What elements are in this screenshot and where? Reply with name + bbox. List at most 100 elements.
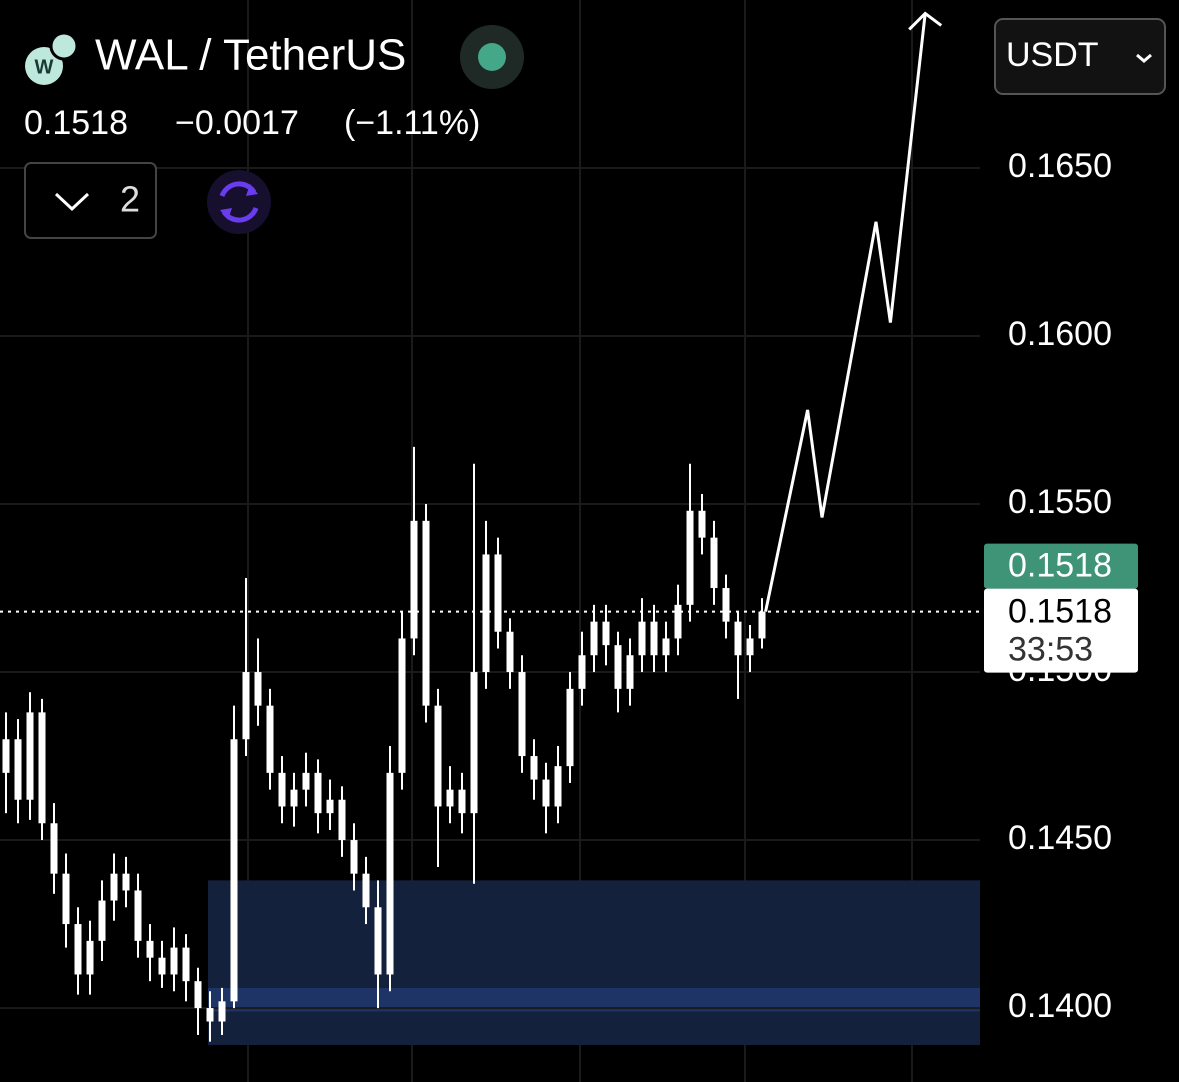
candle-body — [662, 638, 670, 656]
candle-body — [302, 772, 310, 790]
y-tick-label: 0.1450 — [1008, 819, 1112, 857]
candle-body — [122, 873, 130, 891]
candle-body — [110, 873, 118, 901]
candle-body — [734, 621, 742, 656]
price: 0.1518 — [24, 104, 128, 142]
candle-body — [686, 510, 694, 605]
candle-body — [698, 510, 706, 538]
candle-body — [614, 645, 622, 689]
indicators-toggle[interactable] — [24, 162, 157, 239]
y-tick-label: 0.1550 — [1008, 483, 1112, 521]
candle-body — [314, 772, 322, 814]
zones — [208, 880, 980, 1046]
candle-body — [398, 638, 406, 773]
candle-body — [758, 611, 766, 639]
candle-body — [254, 672, 262, 706]
candle-body — [446, 789, 454, 807]
countdown-tag — [984, 588, 1138, 673]
price-tag-label: 0.1518 — [1008, 547, 1112, 585]
candles — [2, 446, 766, 1042]
candle-body — [2, 739, 10, 773]
candle-body — [182, 947, 190, 982]
candle-body — [494, 554, 502, 632]
candle-body — [230, 739, 238, 1002]
candle-body — [710, 537, 718, 589]
change-percent: (−1.11%) — [344, 104, 480, 142]
candle-body — [674, 604, 682, 639]
candle-body — [590, 621, 598, 656]
y-tick-label: 0.1600 — [1008, 315, 1112, 353]
zone — [208, 880, 980, 1046]
exchange-icon — [49, 31, 79, 61]
candle-body — [746, 638, 754, 656]
candle-body — [86, 940, 94, 975]
currency-select[interactable] — [994, 18, 1166, 95]
candle-body — [38, 712, 46, 824]
chevron-icon — [54, 192, 90, 212]
candle-body — [98, 900, 106, 941]
candle-body — [350, 840, 358, 874]
candle-body — [482, 554, 490, 673]
header: W WAL / TetherUS 0.1518 −0.0017 (−1.11%)… — [24, 18, 1166, 239]
candle-body — [242, 672, 250, 740]
candle-body — [434, 705, 442, 807]
y-tick-label: 0.1650 — [1008, 147, 1112, 185]
candle-body — [206, 1008, 214, 1022]
candle-body — [338, 799, 346, 841]
candle-body — [14, 739, 22, 800]
candle-body — [530, 756, 538, 780]
candle-body — [266, 705, 274, 773]
status-dot — [478, 43, 506, 71]
candle-body — [134, 890, 142, 941]
countdown-price: 0.1518 — [1008, 593, 1112, 631]
sync-button[interactable] — [207, 170, 271, 234]
candle-body — [578, 655, 586, 689]
candle-body — [194, 981, 202, 1009]
candle-body — [410, 520, 418, 639]
candle-body — [506, 631, 514, 673]
candle-body — [374, 907, 382, 975]
coin-icon — [25, 47, 63, 85]
currency: USDT — [1006, 36, 1099, 74]
sync-icon-arrow — [220, 208, 232, 220]
candle-body — [50, 823, 58, 874]
candle-body — [158, 957, 166, 975]
candle-body — [362, 873, 370, 908]
projection-arrowhead — [908, 11, 943, 31]
candle-body — [722, 588, 730, 622]
zone — [208, 987, 980, 1012]
candle-body — [326, 799, 334, 814]
candle-body — [650, 621, 658, 656]
candle-body — [290, 789, 298, 807]
candle-body — [518, 672, 526, 757]
projection-path — [764, 13, 927, 612]
candle-body — [218, 1001, 226, 1022]
candle-body — [458, 789, 466, 814]
change: −0.0017 — [175, 104, 299, 142]
candle-body — [566, 688, 574, 767]
candle-body — [638, 621, 646, 656]
candle-body — [470, 672, 478, 814]
candle-body — [422, 520, 430, 706]
countdown: 33:53 — [1008, 631, 1093, 669]
candle-body — [278, 772, 286, 807]
symbol: WAL / TetherUS — [95, 31, 406, 80]
candle-body — [602, 621, 610, 646]
coin-icon-letter: W — [35, 56, 54, 78]
candle-body — [74, 924, 82, 975]
y-tick-label: 0.1400 — [1008, 987, 1112, 1025]
sync-icon-arrow — [246, 184, 258, 196]
candle-body — [554, 766, 562, 807]
candle-body — [170, 947, 178, 975]
candle-body — [626, 655, 634, 689]
candle-body — [386, 772, 394, 975]
price-tag — [984, 543, 1138, 589]
candle-body — [146, 940, 154, 958]
select-chevron — [1136, 53, 1152, 63]
candle-body — [542, 779, 550, 807]
candle-body — [26, 712, 34, 800]
